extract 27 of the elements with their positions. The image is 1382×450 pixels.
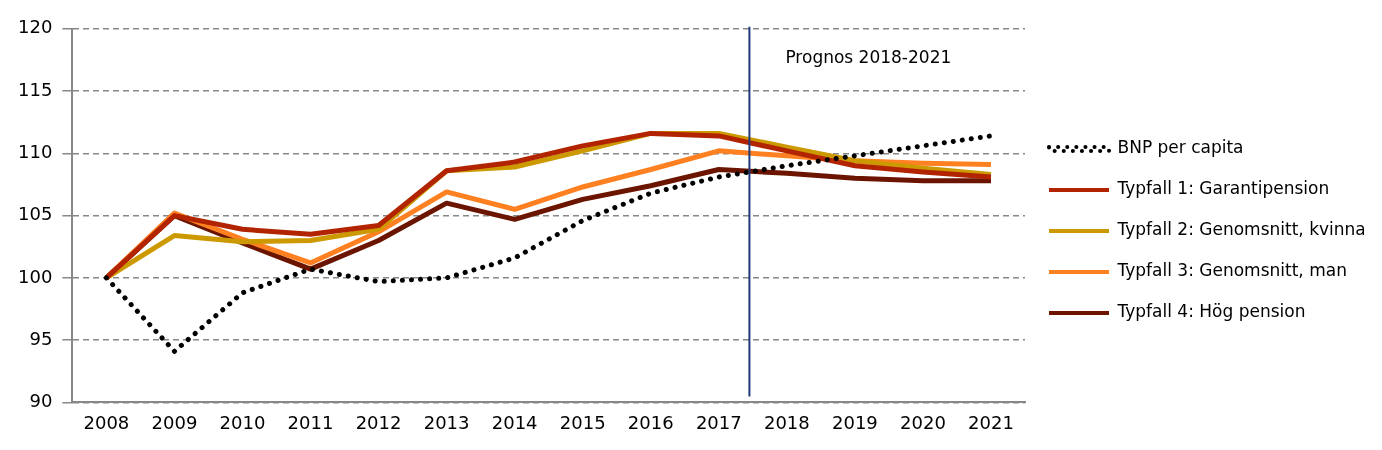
y-tick-label: 90 [29, 390, 53, 412]
x-tick-label: 2015 [559, 411, 606, 433]
x-tick-label: 2013 [423, 411, 470, 433]
ref-line-label: Prognos 2018-2021 [785, 47, 952, 68]
x-tick-label: 2019 [831, 411, 878, 433]
x-tick-label: 2011 [287, 411, 334, 433]
legend-label: Typfall 3: Genomsnitt, man [1116, 260, 1347, 281]
x-tick-label: 2020 [900, 411, 946, 433]
x-tick-label: 2012 [355, 411, 402, 433]
y-tick-label: 120 [18, 16, 53, 38]
legend-label: BNP per capita [1117, 137, 1244, 158]
y-tick-label: 100 [18, 265, 53, 287]
legend-label: Typfall 2: Genomsnitt, kvinna [1116, 219, 1366, 240]
x-tick-label: 2017 [695, 411, 742, 433]
legend-label: Typfall 4: Hög pension [1116, 301, 1306, 322]
x-tick-label: 2021 [968, 411, 1014, 433]
x-tick-label: 2018 [763, 411, 810, 433]
y-tick-label: 95 [29, 327, 53, 349]
y-tick-label: 115 [18, 78, 53, 100]
x-tick-label: 2016 [627, 411, 674, 433]
y-tick-label: 110 [18, 141, 53, 163]
x-tick-label: 2009 [151, 411, 198, 433]
legend-label: Typfall 1: Garantipension [1116, 178, 1330, 199]
y-tick-label: 105 [18, 203, 53, 225]
x-tick-label: 2008 [83, 411, 130, 433]
x-tick-label: 2014 [491, 411, 538, 433]
x-tick-label: 2010 [219, 411, 266, 433]
